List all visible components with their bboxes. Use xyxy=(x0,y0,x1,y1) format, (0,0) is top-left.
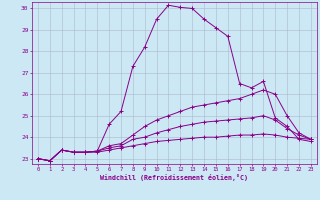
X-axis label: Windchill (Refroidissement éolien,°C): Windchill (Refroidissement éolien,°C) xyxy=(100,174,248,181)
